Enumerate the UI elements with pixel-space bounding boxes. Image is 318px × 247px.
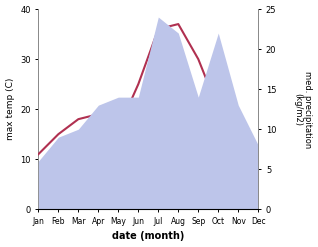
Y-axis label: med. precipitation
(kg/m2): med. precipitation (kg/m2) <box>293 71 313 148</box>
Y-axis label: max temp (C): max temp (C) <box>5 78 15 140</box>
X-axis label: date (month): date (month) <box>112 231 184 242</box>
